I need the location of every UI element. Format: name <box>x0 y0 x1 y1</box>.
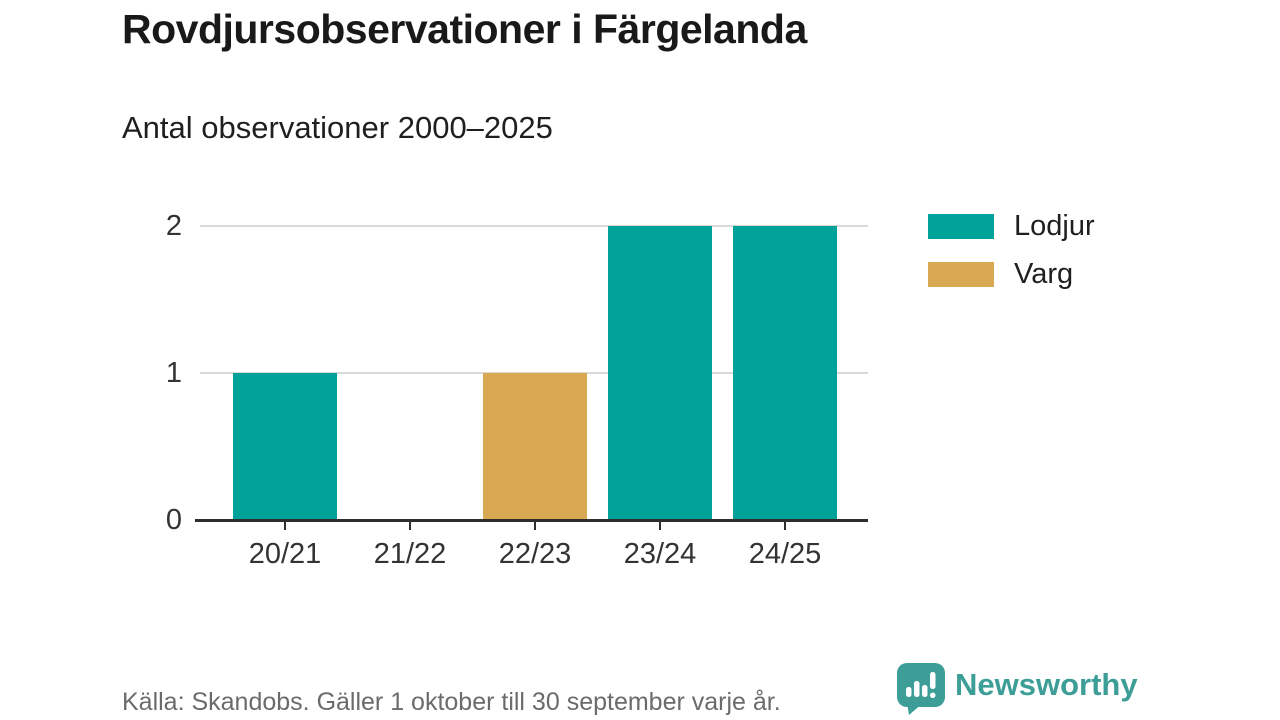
x-axis-label-22-23: 22/23 <box>498 538 572 570</box>
y-axis-label-2: 2 <box>165 210 182 242</box>
bar-lodjur-20-21 <box>233 373 337 520</box>
legend-item-lodjur: Lodjur <box>928 210 1095 242</box>
x-axis-tick-21-22 <box>409 520 411 530</box>
x-axis-label-23-24: 23/24 <box>623 538 697 570</box>
y-axis-label-1: 1 <box>165 357 182 389</box>
legend-swatch-varg <box>928 262 994 287</box>
newsworthy-logo-text: Newsworthy <box>955 667 1138 702</box>
bar-varg-22-23 <box>483 373 587 520</box>
chart-title: Rovdjursobservationer i Färgelanda <box>122 6 807 52</box>
bar-chart-plot: 0 1 2 20/21 21/22 22/23 23/24 24/25 <box>166 210 868 570</box>
bar-lodjur-24-25 <box>733 226 837 520</box>
chart-legend: Lodjur Varg <box>928 210 1095 310</box>
legend-label-varg: Varg <box>1014 258 1074 290</box>
legend-label-lodjur: Lodjur <box>1014 210 1095 242</box>
x-axis-label-21-22: 21/22 <box>373 538 447 570</box>
chart-subtitle: Antal observationer 2000–2025 <box>122 110 553 145</box>
x-axis-tick-22-23 <box>534 520 536 530</box>
x-axis-tick-20-21 <box>284 520 286 530</box>
legend-swatch-lodjur <box>928 214 994 239</box>
source-note: Källa: Skandobs. Gäller 1 oktober till 3… <box>122 688 781 716</box>
x-axis-label-24-25: 24/25 <box>748 538 822 570</box>
gridline-y2 <box>200 225 868 227</box>
x-axis-line <box>195 519 868 522</box>
x-axis-tick-23-24 <box>659 520 661 530</box>
x-axis-label-20-21: 20/21 <box>248 538 322 570</box>
bar-lodjur-23-24 <box>608 226 712 520</box>
legend-item-varg: Varg <box>928 258 1095 290</box>
y-axis-label-0: 0 <box>165 504 182 536</box>
newsworthy-logo-icon <box>897 663 945 715</box>
x-axis-tick-24-25 <box>784 520 786 530</box>
newsworthy-logo: Newsworthy <box>897 663 1138 715</box>
